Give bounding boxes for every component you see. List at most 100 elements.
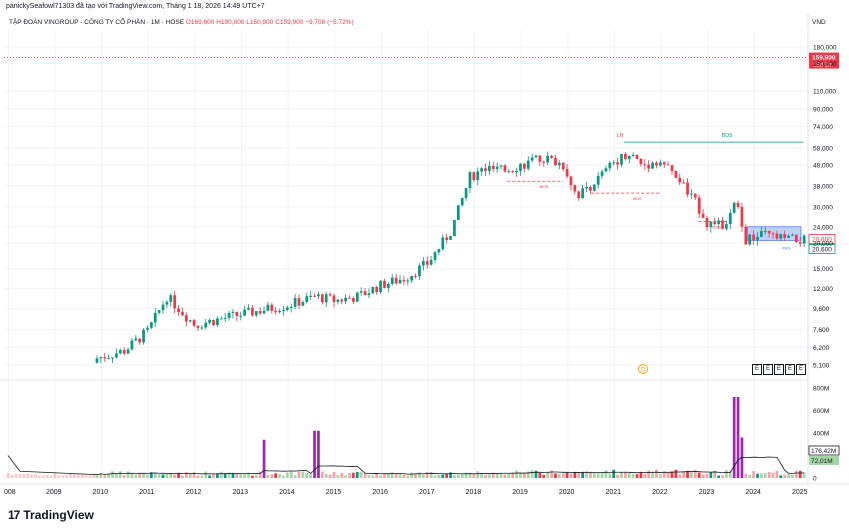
candle-body <box>165 301 169 305</box>
volume-bar <box>10 474 14 478</box>
lh-label: LH <box>617 133 624 139</box>
candle-body <box>169 295 173 302</box>
volume-bar <box>453 474 456 478</box>
candle-body <box>340 299 344 302</box>
candle-body <box>320 294 324 303</box>
price-tick-label: 12,000 <box>813 286 833 293</box>
event-marker[interactable]: E <box>796 364 806 375</box>
time-tick-label: 008 <box>4 489 16 496</box>
candle-body <box>550 155 553 159</box>
candle-body <box>697 197 701 214</box>
volume-bar <box>355 471 359 478</box>
volume-bar <box>596 473 600 478</box>
volume-bar <box>30 474 34 478</box>
volume-bar <box>491 472 495 478</box>
volume-bar <box>149 472 153 478</box>
dividend-marker-label: D <box>641 368 646 374</box>
last-price-value-2: 20,600 <box>812 246 832 253</box>
volume-bar <box>690 471 693 478</box>
candle-body <box>480 168 483 172</box>
candle-body <box>153 312 157 323</box>
candle-body <box>693 193 697 198</box>
candle-body <box>717 220 720 225</box>
candle-body <box>456 205 460 220</box>
currency-label[interactable]: VND <box>812 19 826 26</box>
price-tick-label: 58,000 <box>813 146 833 153</box>
event-marker[interactable]: E <box>785 364 795 375</box>
volume-bar <box>717 475 720 478</box>
volume-bar <box>756 473 759 478</box>
candle-body <box>212 319 215 326</box>
volume-bar <box>231 472 235 478</box>
volume-bar <box>678 474 682 478</box>
footer-brand[interactable]: 17 TradingView <box>8 508 94 522</box>
volume-bar <box>254 474 258 478</box>
volume-bar <box>258 471 262 478</box>
volume-bar <box>69 473 72 478</box>
candle-body <box>254 311 258 316</box>
symbol-legend: TẬP ĐOÀN VINGROUP - CÔNG TY CỔ PHẦN · 1M… <box>9 19 354 26</box>
volume-bar <box>515 470 518 478</box>
volume-bar <box>542 474 546 478</box>
price-tick-label: 180,000 <box>813 45 837 52</box>
volume-bar <box>421 474 425 478</box>
candle-body <box>460 198 464 206</box>
volume-bar <box>798 470 802 478</box>
volume-bar <box>115 473 118 478</box>
volume-bar <box>157 474 161 478</box>
volume-bar <box>472 473 476 478</box>
price-tick-label: 74,000 <box>813 124 833 131</box>
volume-bar <box>92 473 96 478</box>
volume-bar <box>655 469 658 478</box>
candle-body <box>410 275 414 281</box>
candle-body <box>620 153 623 165</box>
candle-body <box>701 213 705 218</box>
bos-small-label: BOS <box>540 184 549 189</box>
candle-body <box>705 217 709 228</box>
candle-body <box>495 166 499 170</box>
candle-body <box>177 308 180 313</box>
brand-name: TradingView <box>23 508 94 522</box>
volume-bar <box>546 471 550 478</box>
time-tick-label: 2022 <box>652 489 668 496</box>
volume-bar <box>468 472 472 478</box>
candle-body <box>383 280 386 288</box>
candle-body <box>585 187 588 189</box>
volume-bar <box>682 471 686 478</box>
price-tick-label: 90,000 <box>813 106 833 113</box>
volume-bar <box>270 474 274 478</box>
candle-body <box>398 279 402 284</box>
volume-bar <box>130 473 134 478</box>
candle-body <box>402 279 406 282</box>
candle-body <box>526 160 530 169</box>
time-tick-label: 2010 <box>93 489 109 496</box>
candle-body <box>433 252 437 260</box>
candle-body <box>161 304 165 311</box>
candle-body <box>216 318 219 326</box>
event-marker[interactable]: E <box>774 364 784 375</box>
time-tick-label: 2012 <box>186 489 202 496</box>
candle-body <box>752 234 755 241</box>
volume-bar <box>111 471 114 478</box>
candle-body <box>309 295 313 297</box>
volume-bar <box>449 472 452 478</box>
candle-body <box>472 172 476 180</box>
symbol-title: TẬP ĐOÀN VINGROUP - CÔNG TY CỔ PHẦN · 1M… <box>9 19 185 26</box>
volume-bar <box>282 475 285 478</box>
current-price-value: 159,900 <box>812 55 836 62</box>
volume-bar <box>670 471 674 478</box>
volume-bar <box>153 472 157 478</box>
event-marker[interactable]: E <box>752 364 762 375</box>
volume-bar <box>219 471 223 478</box>
volume-bar <box>581 471 584 478</box>
candle-body <box>227 312 231 318</box>
volume-bar <box>122 475 126 478</box>
volume-bar <box>181 475 184 478</box>
event-marker[interactable]: E <box>763 364 773 375</box>
chart-axes: 180,000 150,000 110,000 90,000 74,000 58,000 4… <box>0 14 849 496</box>
candle-body <box>126 349 130 354</box>
candle-body <box>573 185 577 192</box>
volume-bar <box>285 472 289 478</box>
volume-bar <box>192 472 196 478</box>
